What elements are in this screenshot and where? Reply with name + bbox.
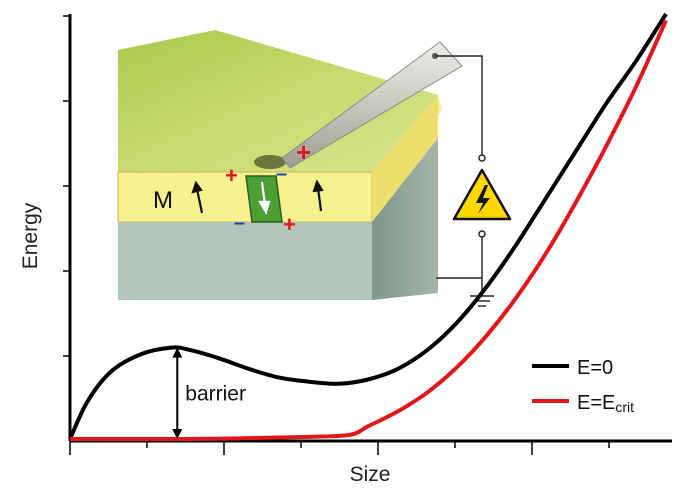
legend-label-ecrit: E=Ecrit bbox=[577, 392, 634, 415]
circuit-wire bbox=[436, 55, 483, 296]
y-axis-label: Energy bbox=[19, 202, 42, 269]
magnetization-arrow-icon bbox=[191, 179, 324, 215]
magnetic-layer-side bbox=[372, 95, 438, 222]
legend-label-e0: E=0 bbox=[577, 357, 613, 379]
probe-tip-icon bbox=[281, 41, 463, 169]
x-axis-label: Size bbox=[350, 463, 391, 486]
voltage-warning-icon bbox=[452, 168, 512, 221]
magnetic-layer-label: M bbox=[153, 187, 173, 214]
barrier-arrow-head-top bbox=[172, 347, 183, 358]
inset-illustration: M + + + – – bbox=[117, 30, 512, 307]
plus-charge: + bbox=[225, 163, 238, 188]
plus-charge: + bbox=[296, 137, 311, 167]
circuit-terminal bbox=[478, 154, 486, 162]
legend: E=0 E=Ecrit bbox=[532, 357, 634, 415]
barrier-arrow-head-bottom bbox=[172, 429, 183, 439]
series-layer bbox=[68, 12, 668, 442]
x-ticks bbox=[69, 441, 610, 455]
legend-label-ecrit-main: E=E bbox=[577, 392, 615, 414]
series-line-e0 bbox=[68, 12, 668, 440]
series-line-ecrit bbox=[69, 19, 668, 442]
minus-charge: – bbox=[234, 212, 245, 234]
charge-markers: + + + – – bbox=[225, 137, 311, 237]
barrier-annotation: barrier bbox=[172, 347, 246, 439]
barrier-label: barrier bbox=[185, 382, 246, 405]
legend-label-ecrit-sub: crit bbox=[615, 399, 634, 415]
magnetic-layer-front bbox=[117, 171, 373, 223]
substrate-front bbox=[118, 222, 372, 300]
y-ticks bbox=[63, 15, 70, 357]
minus-charge: – bbox=[276, 163, 287, 185]
substrate-side bbox=[372, 138, 438, 300]
film-top-surface bbox=[118, 30, 438, 172]
plus-charge: + bbox=[283, 212, 296, 237]
probe-indent bbox=[254, 155, 286, 169]
circuit-terminal bbox=[478, 230, 486, 238]
